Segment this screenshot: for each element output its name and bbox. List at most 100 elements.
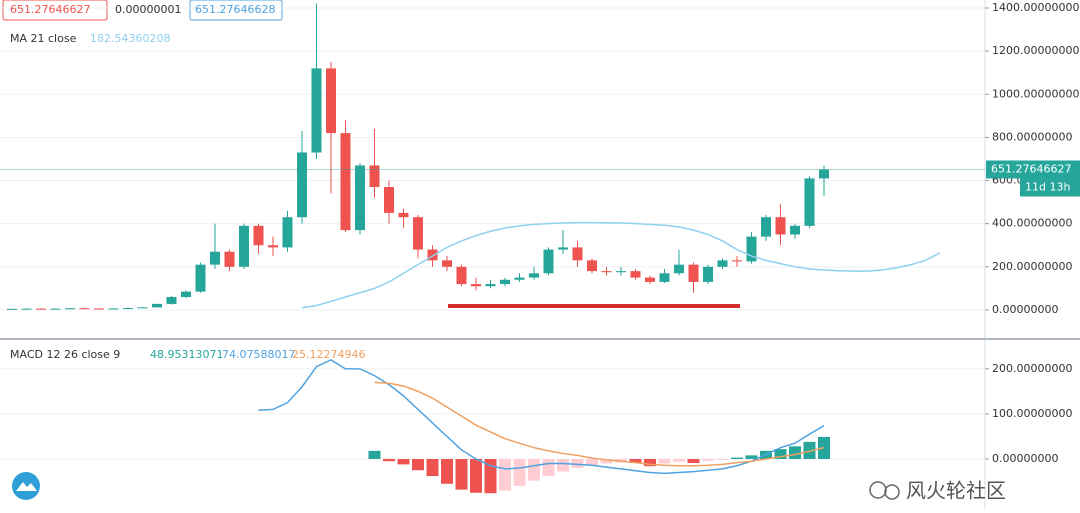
histogram-bar — [745, 455, 758, 459]
readout: 0.00000001 — [115, 3, 181, 16]
ma-legend: MA 21 close — [10, 32, 77, 45]
histogram-bar — [368, 450, 381, 459]
candle-body — [108, 308, 119, 310]
candle-body — [732, 260, 742, 262]
candle-body — [500, 279, 510, 285]
histogram-bar — [470, 458, 482, 493]
candle-body — [703, 266, 713, 282]
countdown: 11d 13h — [1025, 180, 1070, 193]
histogram-bar — [774, 449, 787, 459]
candle-body — [645, 277, 655, 282]
candle-body — [50, 308, 61, 310]
candle-body — [819, 169, 829, 179]
candle-body — [601, 271, 612, 273]
price-tag — [986, 160, 1080, 179]
candle-body — [587, 260, 597, 272]
candle-body — [369, 165, 380, 188]
histogram-bar — [513, 458, 526, 487]
candle-body — [775, 217, 786, 235]
candle-body — [94, 308, 104, 310]
candle-body — [253, 225, 264, 246]
candle-body — [746, 236, 757, 262]
candle-body — [181, 291, 191, 298]
histogram-bar — [426, 458, 439, 477]
histogram-bar — [658, 458, 671, 464]
countdown-tag — [1020, 178, 1080, 197]
histogram-bar — [528, 458, 540, 481]
y-tick-label: 100.00000000 — [992, 407, 1072, 420]
candle-body — [558, 247, 568, 250]
candle-body — [485, 284, 496, 287]
y-tick-label: 0.00000000 — [992, 303, 1058, 316]
histogram-bar — [499, 458, 511, 491]
macd-title: MACD 12 26 close 9 — [10, 348, 120, 361]
y-tick-label: 1400.00000000 — [992, 1, 1079, 14]
candle-body — [529, 273, 539, 278]
histogram-bar — [542, 458, 555, 477]
candle-body — [543, 249, 554, 274]
candle-body — [65, 308, 75, 310]
macd-readout: 25.12274946 — [292, 348, 365, 361]
y-tick-label: 200.00000000 — [992, 260, 1072, 273]
histogram-bar — [716, 458, 729, 460]
candle-body — [326, 68, 336, 134]
candle-body — [572, 247, 583, 261]
candle-body — [427, 249, 438, 261]
candle-body — [297, 152, 307, 218]
y-tick-label: 1000.00000000 — [992, 87, 1079, 100]
candle-body — [674, 264, 684, 274]
histogram-bar — [644, 458, 656, 467]
y-tick-label: 200.00000000 — [992, 362, 1072, 375]
histogram-bar — [412, 458, 424, 471]
candle-body — [804, 178, 815, 226]
y-tick-label: 400.00000000 — [992, 217, 1072, 230]
histogram-bar — [687, 458, 700, 464]
y-tick-label: 1200.00000000 — [992, 44, 1079, 57]
candle-body — [761, 217, 771, 237]
macd-line — [258, 358, 825, 475]
candle-body — [123, 308, 133, 310]
watermark: 风火轮社区 — [906, 479, 1006, 503]
candle-body — [384, 187, 394, 213]
candle-body — [630, 271, 641, 278]
histogram-bar — [673, 458, 685, 462]
price-tag-label: 651.27646627 — [991, 162, 1071, 175]
histogram-bar — [441, 458, 453, 484]
candle-body — [195, 264, 206, 292]
logo-glyph — [16, 482, 37, 491]
ma-readout: 182.54360208 — [90, 32, 170, 45]
candle-body — [717, 260, 728, 267]
candle-body — [282, 217, 293, 248]
candle-body — [442, 260, 452, 267]
candle-body — [355, 165, 365, 231]
candle-body — [21, 308, 32, 310]
candle-body — [166, 297, 177, 304]
y-tick-label: 0.00000000 — [992, 452, 1058, 465]
histogram-bar — [586, 458, 598, 466]
readout: 651.27646628 — [195, 3, 275, 16]
signal-line — [374, 381, 825, 467]
candle-body — [514, 277, 525, 280]
candle-body — [152, 303, 162, 308]
histogram-bar — [629, 458, 642, 464]
candle-body — [398, 212, 409, 218]
candle-body — [137, 307, 148, 309]
histogram-bar — [803, 441, 816, 459]
readout-box — [2, 0, 108, 21]
candle-body — [456, 266, 467, 285]
candle-body — [224, 251, 235, 267]
candle-body — [471, 284, 481, 287]
macd-readout: 74.07588017 — [222, 348, 295, 361]
histogram-bar — [455, 458, 468, 490]
histogram-bar — [789, 446, 801, 459]
histogram-bar — [571, 458, 584, 468]
candle-body — [659, 273, 670, 282]
ma-line — [301, 221, 941, 309]
macd-readout: 48.95313071 — [150, 348, 223, 361]
candle-body — [790, 225, 800, 235]
watermark-icon — [884, 484, 900, 500]
candle-body — [239, 225, 249, 267]
